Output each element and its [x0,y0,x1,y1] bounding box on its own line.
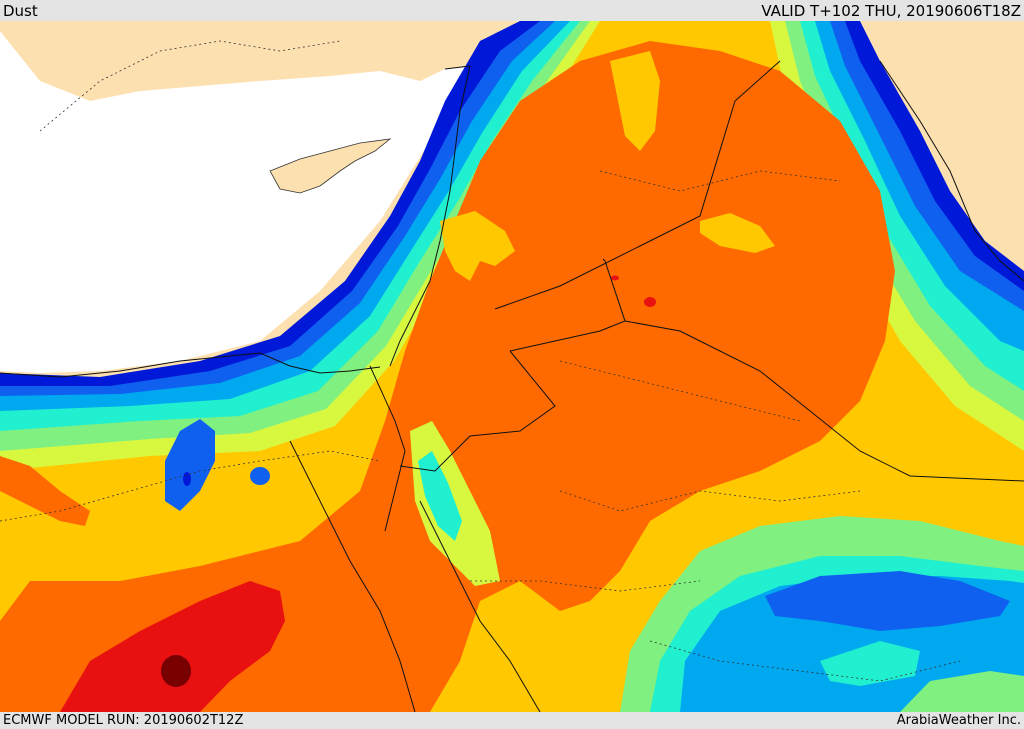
dust-southeast-blue [765,571,1010,631]
border-iraq-syria [494,60,781,310]
coastline-red-sea-east [419,500,541,712]
dust-egypt-blue-patch [165,419,215,511]
coastline-egypt [0,352,381,378]
dust-core-dark-red [161,655,191,687]
province-line-3 [559,490,861,512]
province-line-5 [599,170,841,192]
dust-spot-red-2 [611,275,619,281]
product-title: Dust [3,1,38,20]
credit-label: ArabiaWeather Inc. [896,713,1021,728]
coastline-red-sea-west [289,440,416,712]
province-line-2 [559,360,801,422]
coastline-persian-gulf [879,60,1024,282]
border-saudi-iraq [624,320,1024,482]
footer-bar: ECMWF MODEL RUN: 20190602T12Z ArabiaWeat… [0,712,1024,729]
cyprus-island [269,138,392,194]
dust-west-orange-patch [0,456,90,526]
dust-spot-red-1 [644,297,656,307]
border-jordan-saudi [399,350,556,472]
dust-southeast-cyan-patch [820,641,920,686]
province-lines [0,40,961,682]
boundary-lines [0,60,1024,712]
border-sinai [369,365,406,532]
valid-time-label: VALID T+102 THU, 20190606T18Z [761,1,1021,20]
province-line-6 [39,40,341,132]
mediterranean-sea [0,31,470,373]
dust-corridor-cyan [418,451,462,541]
dust-core-red [60,581,285,712]
coastline-levant [389,65,471,367]
province-line-4 [470,580,701,592]
dust-egypt-blue-spot [250,467,270,485]
header-bar: Dust VALID T+102 THU, 20190606T18Z [0,0,1024,21]
dust-southeast-green-patch [900,671,1024,712]
model-run-label: ECMWF MODEL RUN: 20190602T12Z [3,713,244,728]
dust-enclave-yellow-levant [440,211,515,281]
province-line-7 [649,640,961,682]
dust-contour-orange [0,41,895,712]
dust-enclave-yellow-east [700,213,775,253]
dust-enclave-yellow-north [610,51,660,151]
province-line-1 [0,450,381,522]
dust-concentration-map [0,21,1024,712]
